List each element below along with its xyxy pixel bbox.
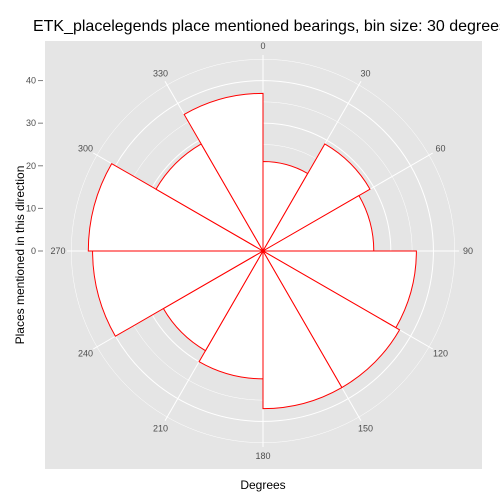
bar-240: [92, 250, 265, 337]
y-tick-label: 30: [26, 118, 36, 128]
x-tick-label: 150: [358, 424, 373, 434]
x-tick-label: 300: [78, 144, 93, 154]
bars: [87, 92, 417, 410]
bar-270: [87, 162, 265, 252]
x-tick-label: 30: [360, 68, 370, 78]
x-tick-label: 60: [436, 144, 446, 154]
bar-30: [261, 143, 371, 253]
chart-title: ETK_placelegends place mentioned bearing…: [33, 18, 500, 35]
radius-tick-labels: 0 10 20 30 40: [26, 76, 43, 256]
x-tick-label: 210: [153, 424, 168, 434]
x-axis-title: Degrees: [240, 478, 285, 492]
y-tick-label: 20: [26, 161, 36, 171]
x-tick-label: 180: [255, 451, 270, 461]
x-tick-label: 240: [78, 349, 93, 359]
x-tick-label: 270: [50, 246, 65, 256]
x-tick-label: 0: [260, 41, 265, 51]
x-tick-label: 330: [153, 68, 168, 78]
y-axis-title: Places mentioned in this direction: [13, 166, 27, 345]
y-tick-label: 10: [26, 203, 36, 213]
x-tick-label: 120: [433, 349, 448, 359]
bar-330: [183, 92, 264, 253]
bar-150: [262, 249, 343, 410]
bar-180: [198, 249, 264, 380]
x-tick-label: 90: [463, 246, 473, 256]
y-tick-label: 40: [26, 76, 36, 86]
angle-tick-labels: 0 30 60 90 120 150 180 210 240 270 300 330: [50, 41, 473, 461]
y-tick-label: 0: [31, 246, 36, 256]
